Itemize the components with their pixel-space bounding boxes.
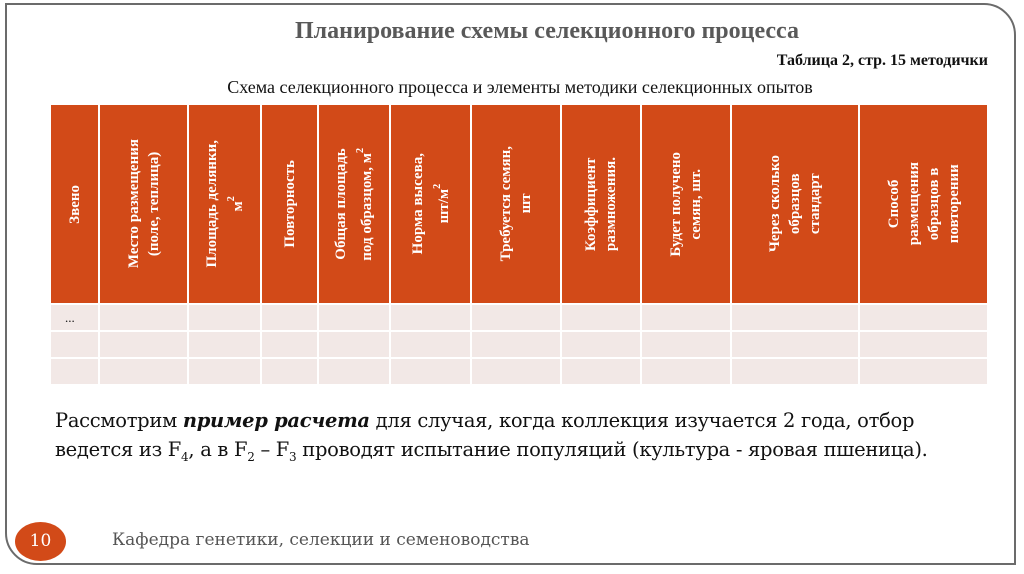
header-text: размножения. (603, 156, 619, 252)
table-cell (562, 305, 640, 330)
column-header: Будет получено семян, шт. (642, 105, 730, 303)
table-cell (391, 305, 470, 330)
table-cell (391, 332, 470, 357)
header-text: Требуется семян, (498, 146, 514, 262)
header-text: стандарт (807, 173, 823, 235)
subscript: 3 (289, 449, 297, 464)
table-cell (472, 359, 560, 384)
header-text: Коэффициент (583, 157, 599, 251)
header-text: (поле, теплица) (145, 151, 162, 257)
header-text: образцов в (925, 167, 942, 241)
header-text: образцов (787, 173, 803, 235)
table-cell: ... (51, 305, 98, 330)
column-header: Звено (51, 105, 98, 303)
table-cell (262, 359, 317, 384)
table-cell (732, 305, 858, 330)
table-cell (472, 305, 560, 330)
table-row (51, 332, 987, 357)
subscript: 4 (181, 449, 189, 464)
table-cell (262, 305, 317, 330)
table-caption: Схема селекционного процесса и элементы … (227, 77, 813, 97)
table-cell (100, 359, 187, 384)
slide-frame (5, 3, 1016, 565)
table-cell (319, 359, 389, 384)
table-cell (319, 305, 389, 330)
column-header: Коэффициент размножения. (562, 105, 640, 303)
column-header: Через сколько образцов стандарт (732, 105, 858, 303)
table-cell (51, 359, 98, 384)
selection-scheme-table: Звено Место размещения (поле, теплица) Площ… (49, 103, 989, 386)
header-text: Через сколько (767, 155, 783, 253)
table-cell (732, 332, 858, 357)
column-header: Норма высева, шт/м2 (391, 105, 470, 303)
header-text: размещения (905, 162, 922, 246)
header-text: м (229, 201, 246, 212)
table-cell (642, 359, 730, 384)
table-cell (100, 332, 187, 357)
page-number: 10 (15, 522, 66, 561)
table-cell (391, 359, 470, 384)
text: ведется из F (55, 438, 182, 461)
table-reference: Таблица 2, стр. 15 методички (776, 52, 988, 69)
table-row (51, 359, 987, 384)
superscript: 2 (225, 196, 237, 202)
table-cell (189, 359, 260, 384)
column-header: Повторность (262, 105, 317, 303)
table-cell (262, 332, 317, 357)
text: – F (254, 438, 290, 461)
header-text: Общая площадь (333, 148, 349, 260)
header-text: семян, шт. (688, 168, 704, 240)
superscript: 2 (431, 184, 443, 190)
header-text: Будет получено (668, 151, 684, 257)
column-header: Способ размещения образцов в повторении (860, 105, 987, 303)
slide-title: Планирование схемы селекционного процесс… (295, 18, 799, 44)
emphasis-text: пример расчета (182, 409, 370, 432)
table-cell (562, 332, 640, 357)
table-row: ... (51, 305, 987, 330)
header-text: Норма высева, (409, 153, 426, 255)
header-text: Повторность (281, 160, 298, 248)
text: Рассмотрим (55, 409, 183, 432)
header-text: Место размещения (125, 139, 142, 269)
text: , а в F (188, 438, 248, 461)
table-cell (642, 332, 730, 357)
table-cell (860, 332, 987, 357)
footer-text: Кафедра генетики, селекции и семеноводст… (112, 530, 530, 550)
superscript: 2 (355, 147, 366, 153)
table-cell (100, 305, 187, 330)
table-cell (472, 332, 560, 357)
table-cell (860, 359, 987, 384)
example-paragraph: Рассмотрим пример расчета для случая, ко… (55, 406, 928, 472)
table-cell (189, 332, 260, 357)
table-cell (189, 305, 260, 330)
header-text: Звено (66, 184, 83, 224)
table-cell (51, 332, 98, 357)
header-text: Способ (885, 179, 902, 229)
table-cell (319, 332, 389, 357)
header-text: шт (518, 193, 534, 215)
column-header: Место размещения (поле, теплица) (100, 105, 187, 303)
subscript: 2 (247, 449, 255, 464)
column-header: Требуется семян, шт (472, 105, 560, 303)
header-text: повторении (945, 164, 962, 244)
header-text: Площадь делянки, (203, 140, 220, 268)
text: для случая, когда коллекция изучается 2 … (369, 409, 915, 432)
text: проводят испытание популяций (культура -… (296, 438, 928, 461)
header-text: под образцом, м (359, 152, 375, 261)
column-header: Площадь делянки, м2 (189, 105, 260, 303)
table-cell (562, 359, 640, 384)
column-header: Общая площадь под образцом, м2 (319, 105, 389, 303)
table-cell (860, 305, 987, 330)
table-cell (642, 305, 730, 330)
table-cell (732, 359, 858, 384)
header-text: шт/м (435, 189, 452, 224)
